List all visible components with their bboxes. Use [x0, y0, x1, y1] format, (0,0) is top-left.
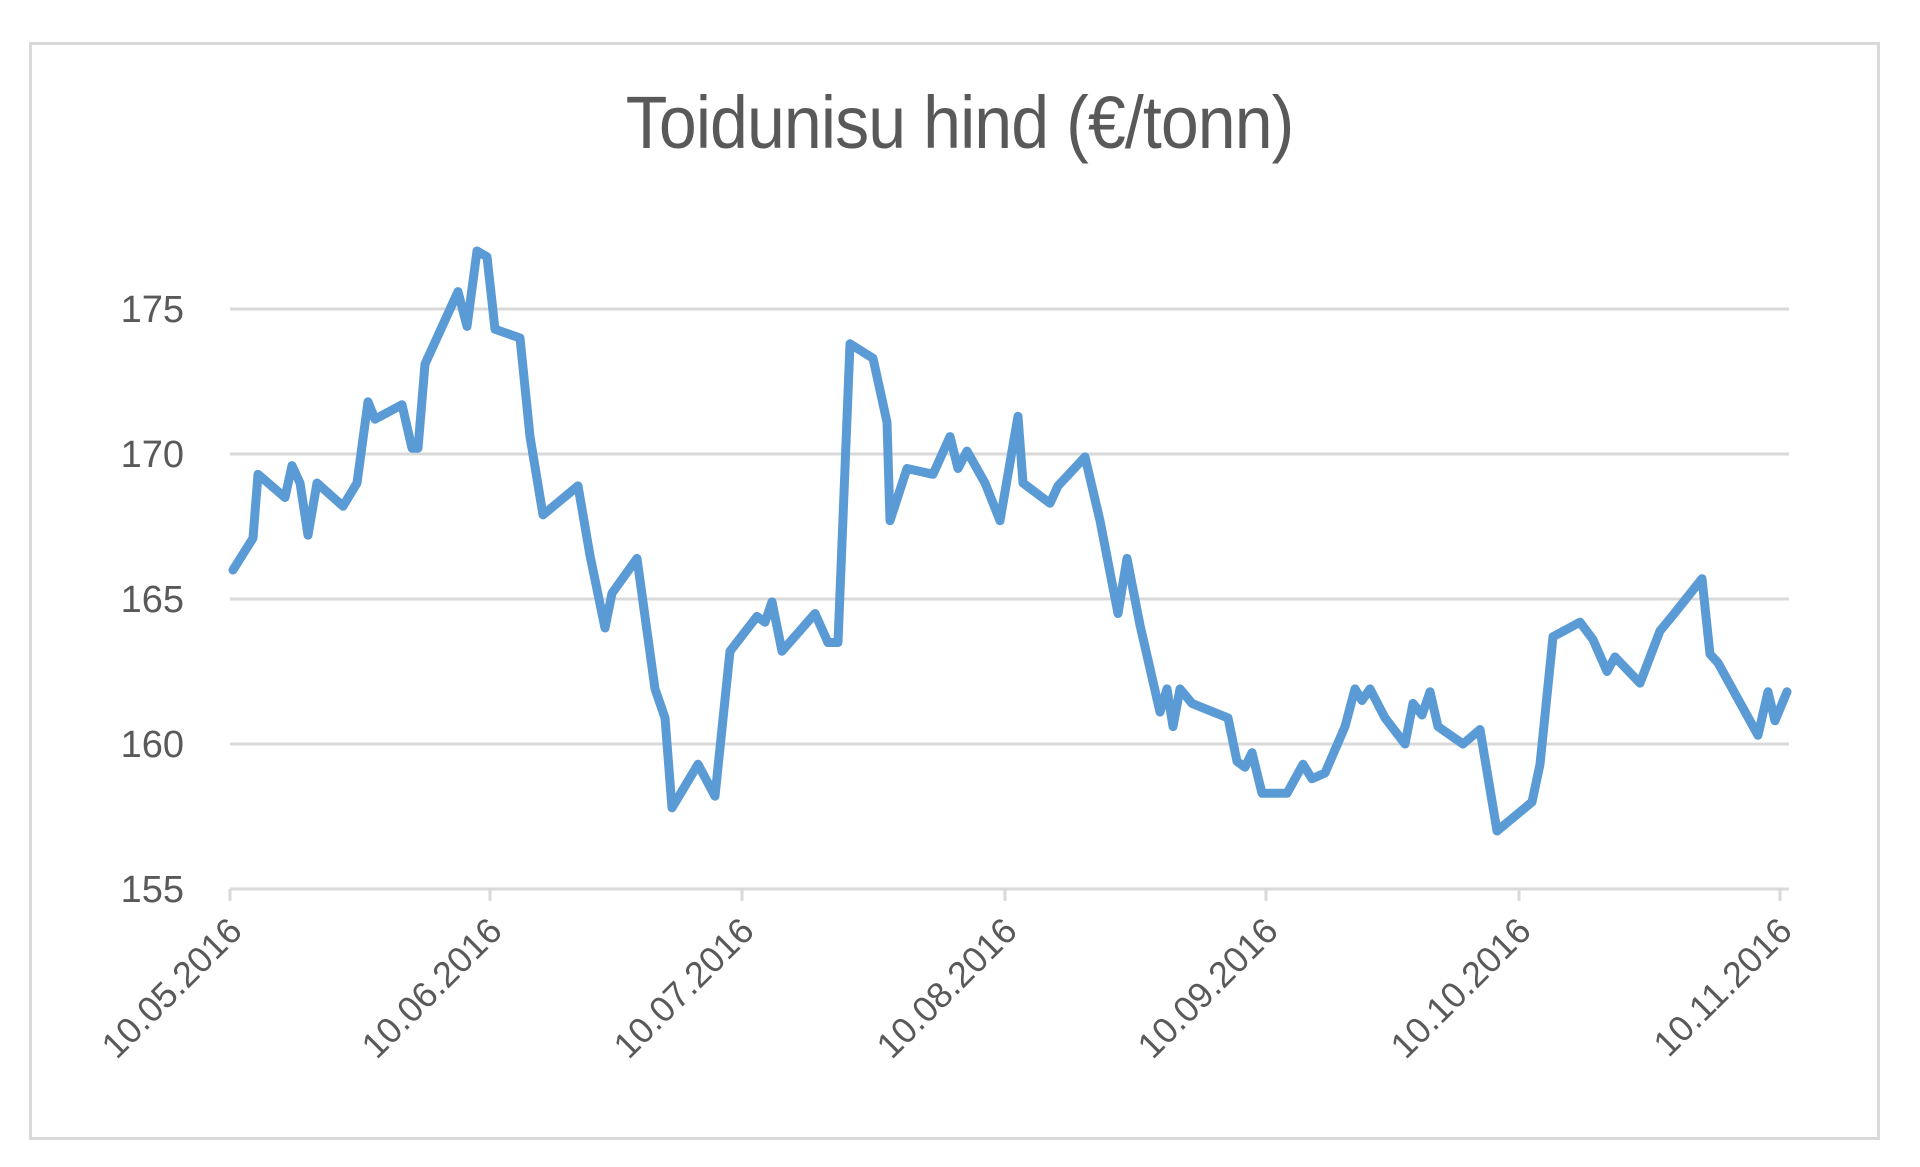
- y-tick-label: 160: [121, 724, 184, 766]
- x-tick-label: 10.08.2016: [868, 910, 1024, 1066]
- y-tick-label: 170: [121, 434, 184, 476]
- y-tick-label: 155: [121, 869, 184, 911]
- chart-area: [29, 42, 1880, 1140]
- x-tick-label: 10.09.2016: [1129, 910, 1285, 1066]
- x-tick-label: 10.11.2016: [1645, 910, 1800, 1065]
- x-tick-label: 10.05.2016: [93, 910, 249, 1066]
- gridlines: [230, 307, 1789, 891]
- x-tick-label: 10.07.2016: [605, 910, 761, 1066]
- y-tick-label: 175: [121, 289, 184, 331]
- price-line: [228, 246, 1792, 836]
- x-tick-label: 10.10.2016: [1382, 910, 1538, 1066]
- chart-title: Toidunisu hind (€/tonn): [625, 81, 1295, 164]
- y-tick-label: 165: [121, 579, 184, 621]
- x-axis: 10.05.2016 10.06.2016 10.07.2016 10.08.2016…: [93, 889, 1800, 1066]
- y-axis-labels: 155 160 165 170 175: [121, 289, 184, 911]
- x-tick-label: 10.06.2016: [353, 910, 509, 1066]
